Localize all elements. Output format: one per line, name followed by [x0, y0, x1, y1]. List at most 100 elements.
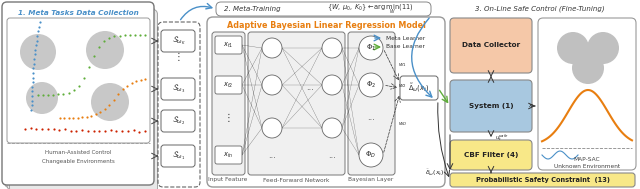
Text: Meta Learner: Meta Learner [386, 36, 425, 40]
Text: Data Collector: Data Collector [462, 42, 520, 48]
Text: ⋮: ⋮ [223, 113, 233, 123]
Point [60, 127, 70, 130]
Point [28, 67, 38, 70]
FancyBboxPatch shape [10, 9, 157, 189]
Point [136, 78, 146, 81]
Point [123, 130, 133, 133]
Point [95, 111, 106, 114]
FancyBboxPatch shape [161, 110, 195, 132]
Circle shape [91, 83, 129, 121]
Point [135, 33, 145, 36]
Point [134, 130, 145, 133]
Point [120, 34, 130, 37]
Point [27, 90, 37, 93]
Point [28, 71, 38, 74]
Circle shape [20, 34, 56, 70]
Text: $\mathcal{S}_{\omega_3}$: $\mathcal{S}_{\omega_3}$ [172, 83, 186, 95]
FancyBboxPatch shape [215, 36, 242, 54]
FancyBboxPatch shape [161, 145, 195, 167]
Text: $x_{t1}$: $x_{t1}$ [223, 40, 233, 50]
Text: CBF Filter (4): CBF Filter (4) [464, 152, 518, 158]
Text: ...: ... [328, 152, 336, 160]
Circle shape [572, 52, 604, 84]
Circle shape [322, 38, 342, 58]
Point [48, 93, 58, 96]
Point [63, 91, 74, 94]
Point [104, 103, 115, 106]
Point [53, 93, 63, 96]
Point [118, 88, 128, 91]
Point [58, 92, 68, 95]
FancyBboxPatch shape [207, 17, 445, 187]
Point [109, 98, 119, 101]
Point [55, 116, 65, 119]
Point [99, 40, 109, 43]
Circle shape [26, 82, 58, 114]
Point [31, 39, 42, 42]
Text: MAP-SAC
Unknown Environment: MAP-SAC Unknown Environment [554, 157, 620, 169]
Point [73, 116, 83, 119]
Point [91, 113, 101, 116]
Point [20, 127, 30, 130]
Point [26, 108, 36, 112]
Circle shape [262, 38, 282, 58]
Point [77, 129, 87, 132]
Text: $\{W,\,\mu_0,\,K_0\}\leftarrow\arg\min_W(11)$: $\{W,\,\mu_0,\,K_0\}\leftarrow\arg\min_W… [327, 2, 413, 16]
FancyBboxPatch shape [7, 18, 150, 143]
Point [65, 129, 76, 132]
Point [127, 81, 137, 84]
Text: $w_2$: $w_2$ [399, 83, 407, 91]
FancyBboxPatch shape [450, 18, 532, 73]
Point [82, 115, 92, 118]
Point [32, 34, 42, 37]
Point [27, 94, 37, 98]
Text: 1. Meta Tasks Data Collection: 1. Meta Tasks Data Collection [18, 10, 138, 16]
Text: Input Feature: Input Feature [208, 177, 248, 183]
Point [117, 129, 127, 132]
FancyBboxPatch shape [4, 5, 152, 187]
Text: $\Phi_1$: $\Phi_1$ [366, 43, 376, 53]
Point [37, 128, 47, 131]
Point [79, 76, 89, 79]
Point [26, 99, 36, 102]
Point [84, 66, 94, 69]
Point [35, 20, 45, 23]
Point [29, 57, 40, 60]
Text: Changeable Environments: Changeable Environments [42, 159, 115, 163]
Text: $\Phi_D$: $\Phi_D$ [365, 150, 376, 160]
FancyBboxPatch shape [161, 30, 195, 52]
Point [33, 94, 43, 97]
Point [29, 62, 39, 65]
FancyBboxPatch shape [212, 32, 245, 175]
Point [30, 48, 40, 51]
Point [31, 127, 42, 130]
Point [68, 89, 79, 92]
Point [77, 116, 88, 119]
Text: $\mathcal{S}_{\omega_K}$: $\mathcal{S}_{\omega_K}$ [172, 35, 186, 47]
Text: 2. Meta-Training: 2. Meta-Training [224, 6, 280, 12]
Circle shape [262, 75, 282, 95]
Text: $w_D$: $w_D$ [399, 120, 408, 128]
Text: Probabilistic Safety Constraint  (13): Probabilistic Safety Constraint (13) [476, 177, 610, 183]
Point [100, 129, 110, 132]
Text: $u_t^{safe}$: $u_t^{safe}$ [495, 133, 509, 143]
Point [89, 55, 99, 58]
Text: ⋮: ⋮ [174, 52, 184, 62]
Circle shape [587, 32, 619, 64]
Point [28, 76, 38, 79]
Circle shape [557, 32, 589, 64]
Point [26, 104, 36, 107]
Circle shape [86, 31, 124, 69]
FancyBboxPatch shape [7, 7, 155, 189]
Point [140, 33, 150, 36]
Text: ...: ... [306, 83, 314, 91]
FancyBboxPatch shape [538, 18, 636, 170]
Point [28, 81, 38, 84]
Circle shape [359, 143, 383, 167]
FancyBboxPatch shape [450, 140, 532, 170]
Point [125, 34, 135, 37]
Point [83, 129, 93, 132]
Point [43, 93, 53, 96]
Point [26, 127, 36, 130]
Point [104, 37, 115, 40]
